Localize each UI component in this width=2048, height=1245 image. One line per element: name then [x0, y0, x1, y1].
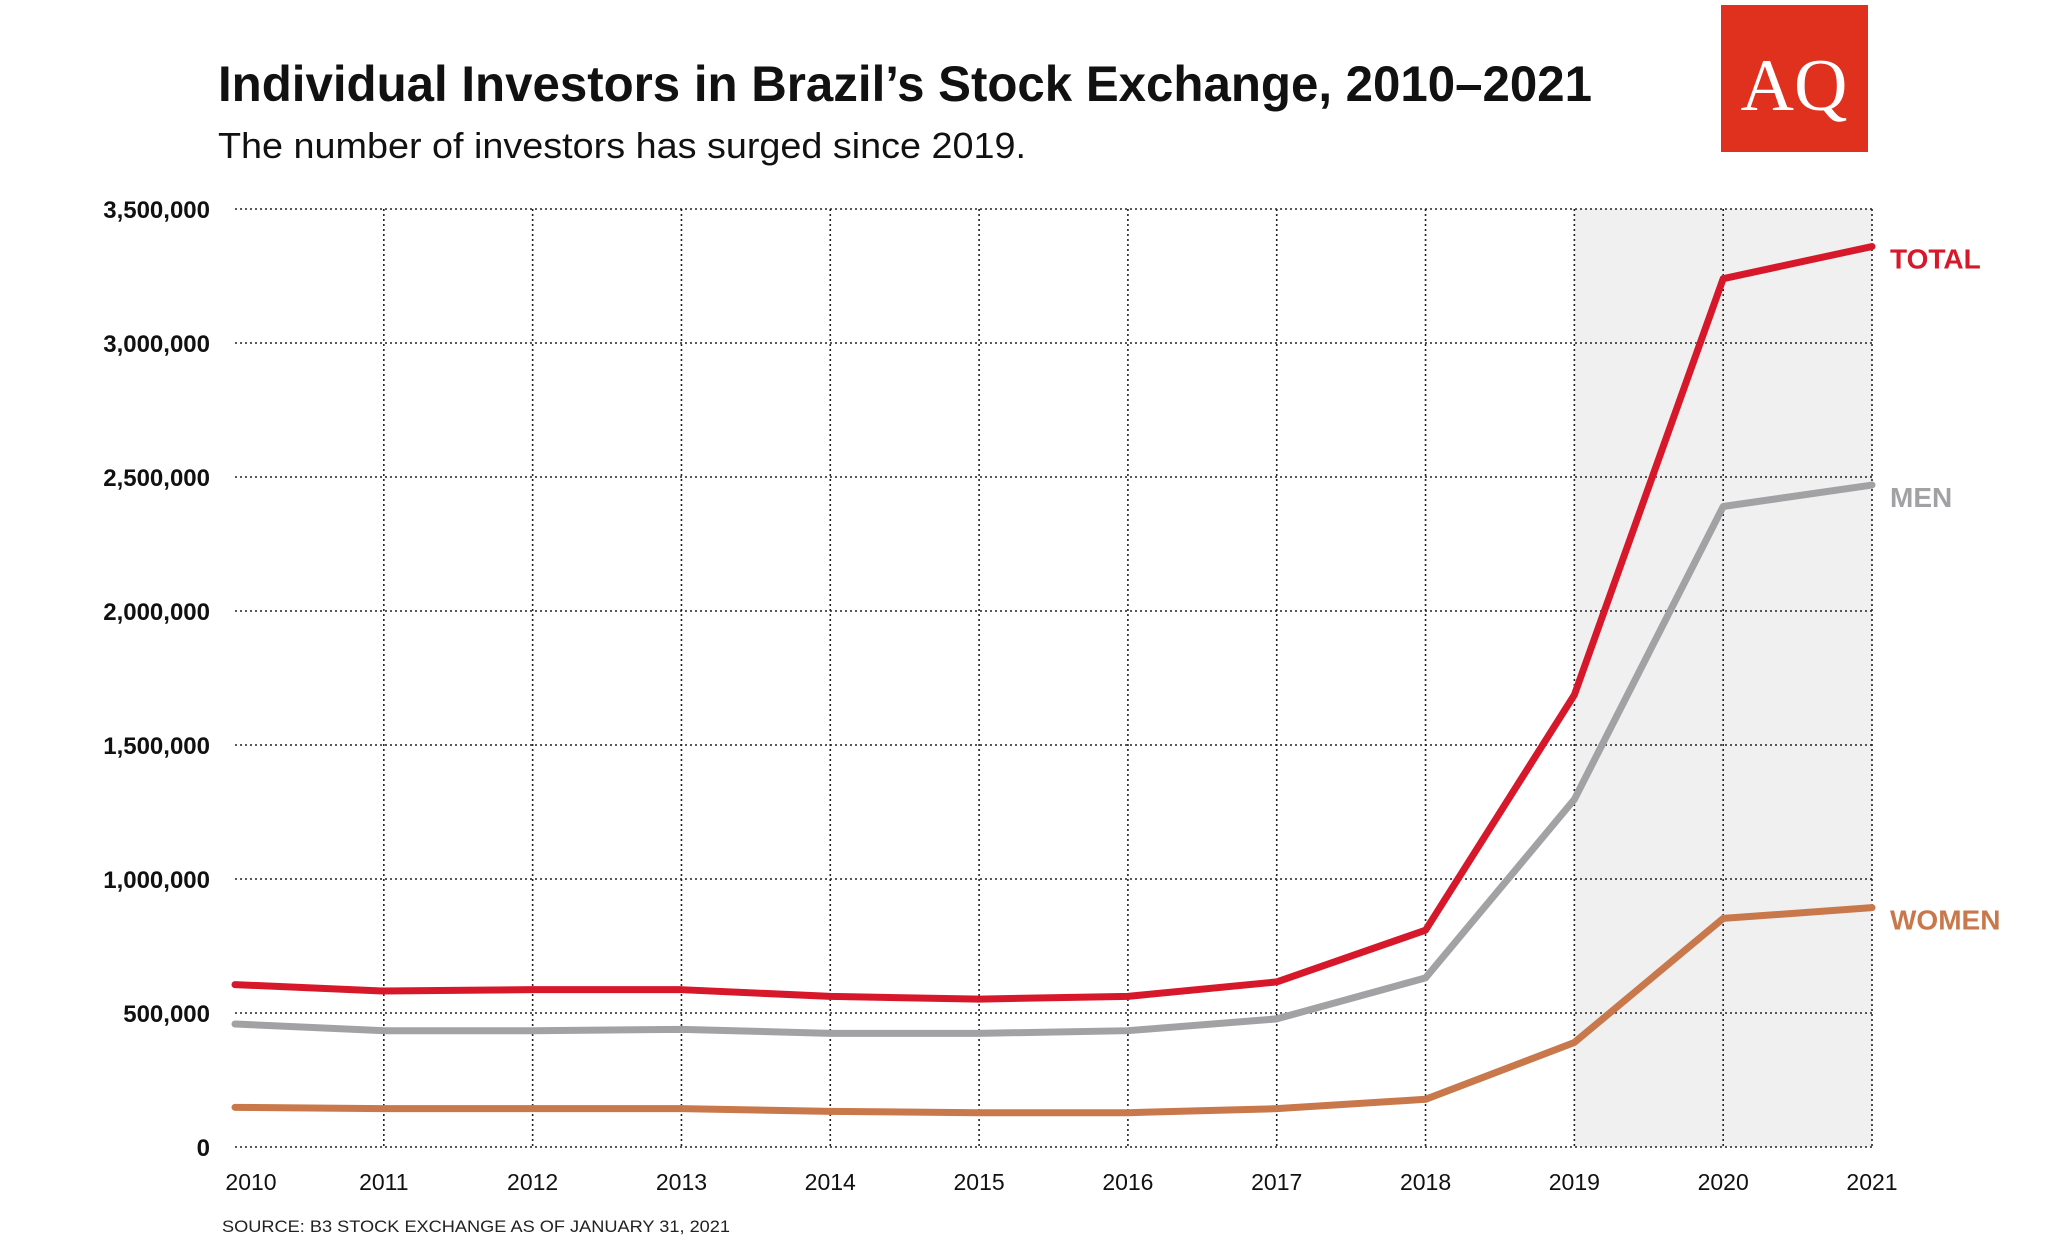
series-label: TOTAL	[1890, 244, 1981, 275]
y-tick-label: 2,000,000	[103, 599, 210, 626]
x-tick-label: 2010	[225, 1169, 276, 1195]
x-tick-label: 2020	[1698, 1169, 1749, 1195]
x-tick-label: 2015	[954, 1169, 1005, 1195]
y-tick-label: 2,500,000	[103, 465, 210, 492]
source-note: SOURCE: B3 STOCK EXCHANGE AS OF JANUARY …	[222, 1217, 730, 1236]
chart-title: Individual Investors in Brazil’s Stock E…	[218, 56, 1592, 112]
y-tick-label: 3,500,000	[103, 197, 210, 224]
x-tick-label: 2018	[1400, 1169, 1451, 1195]
x-tick-label: 2013	[656, 1169, 707, 1195]
x-tick-label: 2021	[1846, 1169, 1897, 1195]
x-tick-label: 2016	[1102, 1169, 1153, 1195]
logo-box	[1721, 5, 1868, 152]
x-tick-label: 2017	[1251, 1169, 1302, 1195]
x-tick-label: 2012	[507, 1169, 558, 1195]
series-women: WOMEN	[231, 904, 2000, 1117]
y-tick-label: 500,000	[123, 1001, 210, 1028]
series-label: WOMEN	[1890, 905, 2000, 936]
x-tick-label: 2019	[1549, 1169, 1600, 1195]
series-line	[231, 904, 1876, 1117]
x-tick-label: 2011	[359, 1169, 408, 1195]
series-total: TOTAL	[231, 243, 1981, 1003]
series-men: MEN	[231, 481, 1952, 1037]
y-tick-label: 1,500,000	[103, 733, 210, 760]
series-line	[231, 243, 1876, 1003]
x-tick-label: 2014	[805, 1169, 856, 1195]
series-line	[231, 481, 1876, 1037]
aq-logo: AQ	[1721, 5, 1868, 152]
y-tick-label: 1,000,000	[103, 867, 210, 894]
series-label: MEN	[1890, 482, 1952, 513]
y-tick-label: 0	[197, 1135, 210, 1162]
chart-subtitle: The number of investors has surged since…	[218, 125, 1026, 166]
y-tick-label: 3,000,000	[103, 331, 210, 358]
logo-text: AQ	[1741, 45, 1848, 127]
